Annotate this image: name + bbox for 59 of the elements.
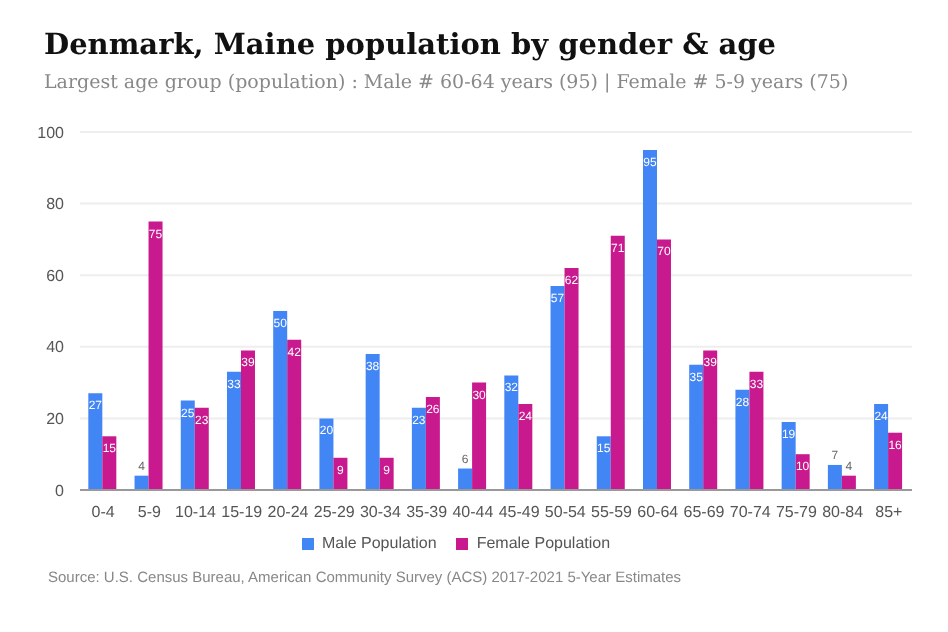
- bar: [656, 239, 671, 490]
- bar: [703, 350, 718, 490]
- bar: [550, 285, 565, 490]
- y-tick-label: 0: [55, 481, 66, 500]
- bar: [689, 364, 704, 490]
- x-tick-label: 15-19: [221, 503, 264, 522]
- bar: [781, 421, 796, 490]
- y-tick-label: 60: [46, 266, 66, 285]
- bar: [180, 400, 195, 490]
- x-tick-label: 20-24: [267, 503, 310, 522]
- bar: [874, 404, 889, 490]
- bar: [749, 371, 764, 490]
- y-tick-label: 40: [46, 338, 66, 357]
- y-tick-label: 20: [46, 410, 66, 429]
- x-tick-label: 65-69: [683, 503, 726, 522]
- x-tick-label: 60-64: [637, 503, 680, 522]
- y-tick-label: 100: [37, 123, 66, 142]
- x-tick-label: 45-49: [498, 503, 541, 522]
- x-tick-label: 30-34: [359, 503, 402, 522]
- bar: [88, 393, 103, 490]
- bar: [240, 350, 255, 490]
- bar: [827, 464, 842, 490]
- bar: [226, 371, 241, 490]
- x-tick-label: 40-44: [452, 503, 495, 522]
- bar: [425, 396, 440, 490]
- bar: [735, 389, 750, 490]
- x-tick-label: 5-9: [137, 503, 162, 522]
- x-tick-label: 85+: [875, 503, 904, 522]
- bar: [102, 436, 117, 490]
- bar: [841, 475, 856, 490]
- bar: [504, 375, 519, 490]
- bar: [411, 407, 426, 490]
- bar: [287, 339, 302, 490]
- legend-label: Female Population: [474, 534, 611, 552]
- x-tick-label: 25-29: [313, 503, 356, 522]
- x-tick-label: 70-74: [729, 503, 772, 522]
- bar: [518, 404, 533, 490]
- x-tick-label: 80-84: [822, 503, 865, 522]
- bar: [472, 382, 487, 490]
- x-tick-label: 0-4: [91, 503, 116, 522]
- chart-subtitle: Largest age group (population) : Male # 60-64 years (95) | Female # 5-9 years (75): [44, 72, 849, 94]
- x-tick-label: 50-54: [544, 503, 587, 522]
- x-tick-label: 10-14: [175, 503, 218, 522]
- x-tick-label: 75-79: [775, 503, 818, 522]
- bar: [365, 353, 380, 490]
- bar: [642, 149, 657, 490]
- bar: [319, 418, 334, 490]
- chart-title: Denmark, Maine population by gender & age: [44, 28, 776, 62]
- x-tick-label: 35-39: [406, 503, 449, 522]
- bar: [610, 235, 625, 490]
- bar: [194, 407, 209, 490]
- y-tick-label: 80: [46, 195, 66, 214]
- bar: [148, 221, 163, 490]
- bar: [458, 468, 473, 490]
- bar: [564, 268, 579, 490]
- legend-label: Male Population: [319, 534, 437, 552]
- bar: [134, 475, 149, 490]
- x-tick-label: 55-59: [591, 503, 634, 522]
- bar: [273, 311, 288, 490]
